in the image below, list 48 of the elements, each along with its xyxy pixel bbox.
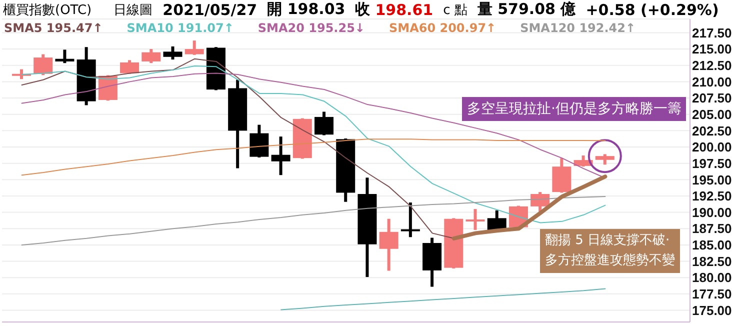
text: c 點 [443,2,468,18]
annotation: 多空呈現拉扯·但仍是多方略勝一籌 [467,100,682,119]
text: 2021/05/27 [162,0,258,18]
text: 198.61 [375,0,434,18]
text: SMA60 200.97↑ [388,21,496,35]
candlestick [250,124,269,158]
text: SMA20 195.25↓ [258,21,365,35]
y-tick-label: 195.00 [692,172,732,188]
y-tick-label: 205.00 [692,106,732,122]
y-tick-label: 200.00 [692,140,732,155]
line-series [280,288,606,310]
y-tick-label: 182.50 [692,254,732,269]
y-tick-label: 210.00 [692,74,732,90]
text: SMA5 195.47↑ [4,21,103,35]
candlestick [120,60,140,74]
y-tick-label: 192.50 [692,188,732,204]
y-tick-label: 215.00 [692,42,732,57]
text: 開 198.03 [267,0,346,19]
y-tick-label: 185.00 [692,238,732,253]
candlestick [142,49,161,64]
chart-subtitle: 日線圖 [114,2,153,18]
candlestick [34,54,53,76]
chart-title: 櫃買指數(OTC) [3,2,92,18]
y-tick-label: 207.50 [692,90,732,106]
y-tick-label: 202.50 [692,123,732,138]
text: +0.58 (+0.29%) [586,0,719,18]
candlestick [379,218,398,271]
y-tick-label: 177.50 [692,286,732,302]
y-tick-label: 212.50 [692,58,732,73]
candlestick [400,202,420,238]
text: 收 [355,0,370,19]
candlestick [184,40,204,55]
text: SMA120 192.42↑ [520,21,636,35]
y-tick-label: 187.50 [692,221,732,236]
y-tick-label: 190.00 [692,204,732,220]
annotation: 翻揚 5 日線支撐不破· 多方控盤進攻態勢不變 [545,232,675,270]
candlestick [55,50,74,64]
y-tick-label: 197.50 [692,156,732,171]
y-tick-label: 180.00 [692,270,732,286]
candlestick [314,112,334,136]
candlestick [271,136,290,176]
y-tick-label: 217.50 [692,25,732,40]
candlestick [595,154,614,165]
text: SMA10 191.07↑ [126,21,234,35]
y-tick-label: 175.00 [692,302,732,318]
candlestick [466,209,485,230]
candlestick [163,46,182,60]
text: 量 579.08 億 [477,0,576,19]
